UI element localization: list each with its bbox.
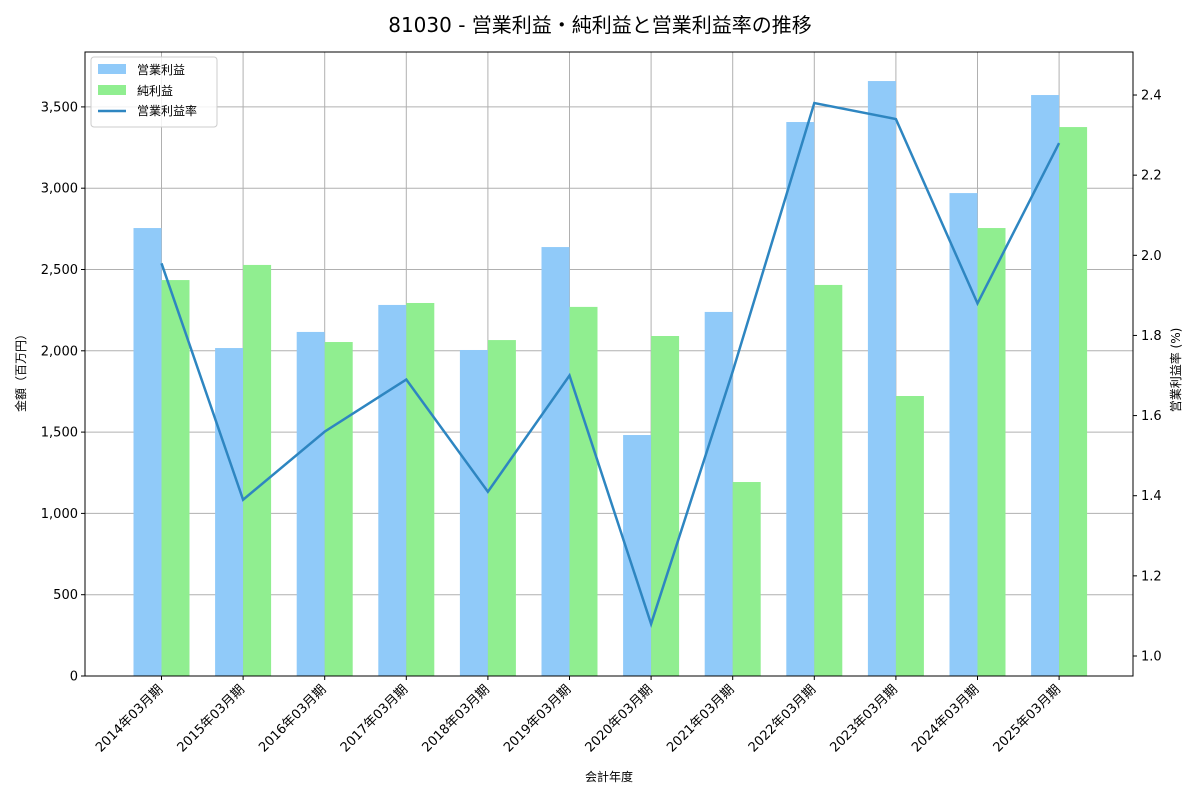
legend-label-net-profit: 純利益 xyxy=(137,84,173,98)
x-tick-label: 2025年03月期 xyxy=(991,682,1064,755)
bar-net-profit xyxy=(161,280,190,676)
x-tick-label: 2016年03月期 xyxy=(256,682,329,755)
right-axis-label: 営業利益率 (%) xyxy=(1168,328,1183,413)
x-tick-label: 2015年03月期 xyxy=(175,682,248,755)
bar-operating-profit xyxy=(704,311,733,676)
bar-operating-profit xyxy=(133,228,162,677)
legend: 営業利益 純利益 営業利益率 xyxy=(90,56,218,128)
bar-series xyxy=(133,81,1088,677)
bar-net-profit xyxy=(814,284,843,676)
x-tick-label: 2020年03月期 xyxy=(583,682,656,755)
x-tick-label: 2018年03月期 xyxy=(419,682,492,755)
bar-operating-profit xyxy=(786,122,815,677)
chart-title: 81030 - 営業利益・純利益と営業利益率の推移 xyxy=(388,13,812,37)
bar-net-profit xyxy=(895,396,924,676)
x-tick-label: 2024年03月期 xyxy=(909,682,982,755)
legend-box xyxy=(90,56,218,128)
bar-net-profit xyxy=(977,228,1006,677)
margin-line xyxy=(160,101,1061,628)
x-tick-label: 2021年03月期 xyxy=(664,682,737,755)
left-tick-label: 3,000 xyxy=(41,182,78,197)
x-axis: 2014年03月期 2015年03月期 2016年03月期 2017年03月期 2018… xyxy=(93,676,1064,756)
left-tick-label: 3,500 xyxy=(41,100,78,115)
x-tick-label: 2023年03月期 xyxy=(827,682,900,755)
right-tick-label: 1.2 xyxy=(1141,569,1162,584)
bar-net-profit xyxy=(569,306,598,676)
right-tick-label: 2.0 xyxy=(1141,249,1162,264)
right-y-axis: 1.0 1.2 1.4 1.6 1.8 2.0 2.2 2.4 xyxy=(1133,89,1162,665)
legend-label-margin: 営業利益率 xyxy=(137,103,197,118)
bar-net-profit xyxy=(651,336,680,676)
plot-frame xyxy=(84,51,1134,677)
left-tick-label: 0 xyxy=(70,670,78,685)
bar-operating-profit xyxy=(215,348,244,676)
bar-net-profit xyxy=(487,340,516,676)
left-tick-label: 2,500 xyxy=(41,263,78,278)
bar-operating-profit xyxy=(623,435,652,676)
x-axis-label: 会計年度 xyxy=(585,769,633,784)
margin-line-series xyxy=(160,101,1061,628)
right-tick-label: 1.4 xyxy=(1141,489,1162,504)
right-tick-label: 1.6 xyxy=(1141,409,1162,424)
left-tick-label: 500 xyxy=(53,588,78,603)
bar-net-profit xyxy=(243,264,272,676)
left-tick-label: 2,000 xyxy=(41,344,78,359)
bar-net-profit xyxy=(406,302,435,676)
left-tick-label: 1,500 xyxy=(41,426,78,441)
bar-net-profit xyxy=(324,342,353,676)
bar-net-profit xyxy=(732,482,761,676)
bar-operating-profit xyxy=(459,349,488,676)
bar-operating-profit xyxy=(1031,95,1060,676)
right-tick-label: 1.8 xyxy=(1141,329,1162,344)
left-axis-label: 金額（百万円） xyxy=(13,328,28,412)
right-tick-label: 2.2 xyxy=(1141,169,1162,184)
x-tick-label: 2014年03月期 xyxy=(93,682,166,755)
right-tick-label: 1.0 xyxy=(1141,650,1162,665)
x-tick-label: 2017年03月期 xyxy=(338,682,411,755)
legend-label-operating-profit: 営業利益 xyxy=(137,63,185,77)
bar-net-profit xyxy=(1059,127,1088,677)
bar-operating-profit xyxy=(541,247,570,676)
x-tick-label: 2022年03月期 xyxy=(746,682,819,755)
bar-operating-profit xyxy=(378,304,407,676)
left-tick-label: 1,000 xyxy=(41,507,78,522)
x-tick-label: 2019年03月期 xyxy=(501,682,574,755)
bar-operating-profit xyxy=(949,193,978,676)
bar-operating-profit xyxy=(296,331,325,676)
left-y-axis: 0 500 1,000 1,500 2,000 2,500 3,000 3,500 xyxy=(41,100,85,685)
legend-swatch-net-profit xyxy=(98,85,126,95)
legend-swatch-operating-profit xyxy=(98,64,126,74)
bar-operating-profit xyxy=(867,81,896,676)
right-tick-label: 2.4 xyxy=(1141,89,1162,104)
